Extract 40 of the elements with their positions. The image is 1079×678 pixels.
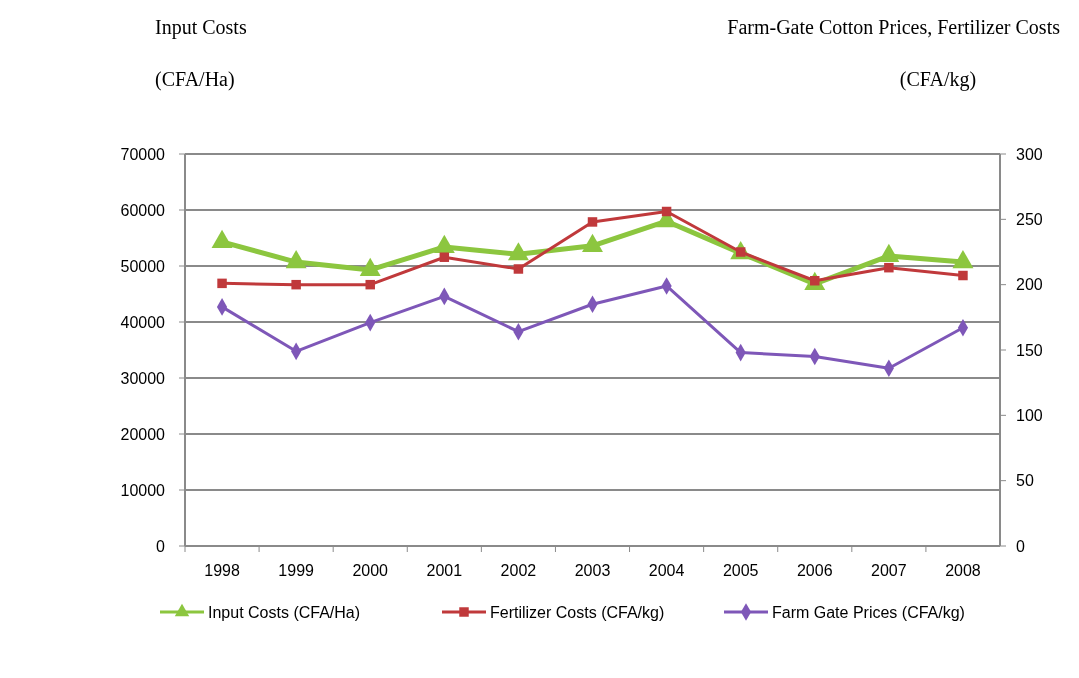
y-tick-label: 30000 — [120, 369, 166, 387]
point — [661, 206, 672, 217]
x-tick-label: 2000 — [352, 562, 389, 579]
y2-tick-label: 50 — [1016, 472, 1034, 490]
legend-label: Farm Gate Prices (CFA/kg) — [772, 603, 965, 621]
legend-label: Input Costs (CFA/Ha) — [208, 603, 361, 621]
y2-tick-label: 0 — [1016, 537, 1025, 555]
y-tick-label: 40000 — [120, 313, 166, 331]
point — [439, 252, 450, 262]
y2-tick-label: 200 — [1016, 276, 1043, 294]
y2-tick-label: 300 — [1016, 145, 1043, 163]
x-tick-label: 1998 — [204, 562, 240, 579]
x-tick-label: 2007 — [871, 562, 907, 579]
x-tick-label: 2006 — [796, 562, 833, 579]
point — [513, 264, 524, 274]
y-tick-label: 50000 — [120, 257, 166, 275]
x-tick-label: 2004 — [648, 562, 685, 579]
legend-label: Fertilizer Costs (CFA/kg) — [490, 603, 665, 621]
y-tick-label: 10000 — [120, 481, 166, 499]
y-tick-label: 60000 — [120, 201, 166, 219]
text: Farm-Gate Cotton Prices, Fertilizer Costs (CFA/kg) — [727, 16, 1060, 90]
point — [958, 270, 968, 281]
text: Input Costs (CFA/Ha) — [155, 16, 247, 90]
y2-tick-label: 150 — [1016, 341, 1043, 359]
point — [587, 217, 598, 227]
point — [365, 279, 375, 290]
y-tick-label: 70000 — [120, 145, 166, 163]
y2-tick-label: 250 — [1016, 210, 1043, 228]
x-tick-label: 1999 — [278, 562, 315, 579]
x-tick-label: 2005 — [722, 562, 759, 579]
x-tick-label: 2003 — [574, 562, 611, 579]
y-tick-label: 20000 — [120, 425, 166, 443]
point — [291, 279, 301, 290]
y-tick-label: 0 — [156, 537, 166, 555]
x-tick-label: 2008 — [945, 562, 981, 579]
y2-tick-label: 100 — [1016, 406, 1043, 424]
x-tick-label: 2002 — [500, 562, 537, 579]
point — [217, 278, 227, 289]
x-tick-label: 2001 — [426, 562, 463, 579]
point — [884, 262, 894, 273]
